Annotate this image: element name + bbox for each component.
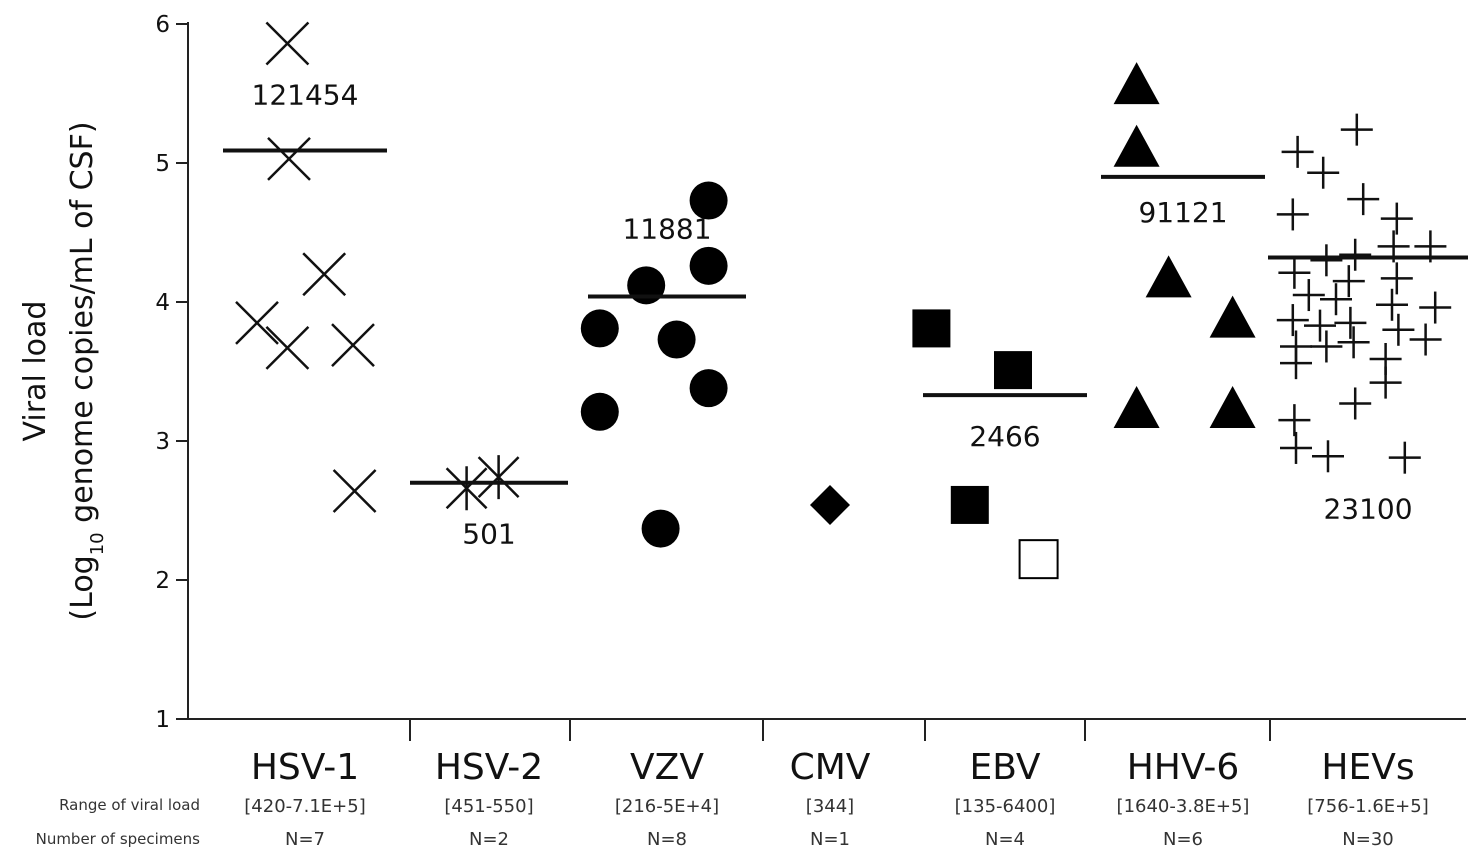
hevs-point [1278,256,1311,289]
hevs-point [1292,279,1325,312]
hevs-point [1334,306,1367,339]
hevs-point [1380,202,1413,235]
range-row-label: Range of viral load [59,796,200,814]
hhv-6-point [1209,386,1256,429]
hevs-point [1276,304,1309,337]
hevs-point [1307,156,1340,189]
y-axis-label-line1: Viral load [18,301,53,442]
hhv-6-median-label: 91121 [1138,196,1227,229]
hevs-point [1304,309,1336,342]
hevs-count-label: N=30 [1342,829,1393,850]
hsv-1-range-label: [420-7.1E+5] [244,796,365,817]
count-row-label: Number of specimens [36,830,201,848]
hevs-point [1320,283,1352,316]
hhv-6-point [1209,295,1256,338]
hsv-1-point [302,252,347,297]
hevs-point [1339,387,1372,420]
hsv-1-point [267,136,311,181]
ebv-point [1018,539,1059,580]
ebv-count-label: N=4 [985,829,1025,850]
hevs-point [1276,198,1309,231]
ebv-median-label: 2466 [969,420,1040,453]
hevs-point [1339,238,1372,271]
hevs-point [1376,288,1408,321]
vzv-range-label: [216-5E+4] [615,796,719,817]
hevs-point [1388,441,1421,474]
vzv-point [580,392,619,431]
ebv-range-label: [135-6400] [955,796,1056,817]
ebv-category-label: EBV [970,747,1041,788]
hhv-6-point [1145,255,1192,298]
vzv-point [689,369,728,408]
vzv-category-label: VZV [630,747,704,788]
ebv-point [912,309,951,348]
hevs-point [1280,431,1312,464]
hsv-2-point [477,455,520,500]
hevs-point [1310,330,1343,363]
vzv-count-label: N=8 [647,829,687,850]
hsv-1-point [235,300,279,345]
cmv-point [810,484,850,525]
hsv-2-median-label: 501 [462,518,515,551]
hsv-2-range-label: [451-550] [444,796,533,817]
y-tick-label: 2 [155,568,170,594]
hevs-point [1369,366,1402,399]
hevs-point [1312,440,1344,473]
hevs-median-label: 23100 [1323,493,1412,526]
hevs-point [1310,244,1343,277]
hevs-point [1409,323,1442,356]
hsv-1-category-label: HSV-1 [251,747,359,788]
hevs-point [1280,347,1312,380]
hevs-point [1337,326,1370,359]
hevs-point [1332,265,1365,298]
hevs-range-label: [756-1.6E+5] [1307,796,1428,817]
hhv-6-category-label: HHV-6 [1127,747,1240,788]
hevs-point [1278,404,1311,437]
hsv-1-count-label: N=7 [285,829,325,850]
hhv-6-point [1113,386,1160,429]
hsv-1-point [331,323,375,367]
hsv-2-count-label: N=2 [469,829,509,850]
y-tick-label: 1 [155,707,170,733]
hsv-2-category-label: HSV-2 [435,747,543,788]
y-tick-label: 4 [155,290,170,316]
hhv-6-count-label: N=6 [1163,829,1203,850]
hsv-1-point [265,21,310,66]
y-tick-label: 3 [155,429,170,455]
cmv-count-label: N=1 [810,829,850,850]
ebv-point [950,485,989,524]
hevs-point [1347,183,1380,216]
vzv-point [627,266,666,305]
hhv-6-range-label: [1640-3.8E+5] [1117,796,1250,817]
hhv-6-point [1113,124,1160,167]
y-axis-label-line2: (Log10 genome copies/mL of CSF) [65,121,108,620]
hevs-point [1380,262,1413,295]
hevs-point [1419,291,1452,324]
cmv-category-label: CMV [790,747,871,788]
hsv-1-point [265,325,310,370]
hevs-point [1281,135,1314,168]
hevs-category-label: HEVs [1321,747,1414,788]
y-tick-label: 5 [155,151,170,177]
vzv-point [657,320,696,359]
hhv-6-point [1113,62,1160,105]
hsv-1-point [332,469,377,513]
vzv-point [689,246,728,285]
vzv-median-label: 11881 [622,212,711,245]
vzv-point [580,309,619,348]
hsv-1-median-label: 121454 [252,78,359,111]
cmv-range-label: [344] [806,796,854,817]
ebv-point [994,351,1032,390]
y-tick-label: 6 [155,12,170,38]
hevs-point [1382,313,1415,346]
hsv-2-point [445,466,488,511]
vzv-point [641,509,680,548]
vzv-point [689,181,728,220]
hevs-point [1340,113,1373,146]
